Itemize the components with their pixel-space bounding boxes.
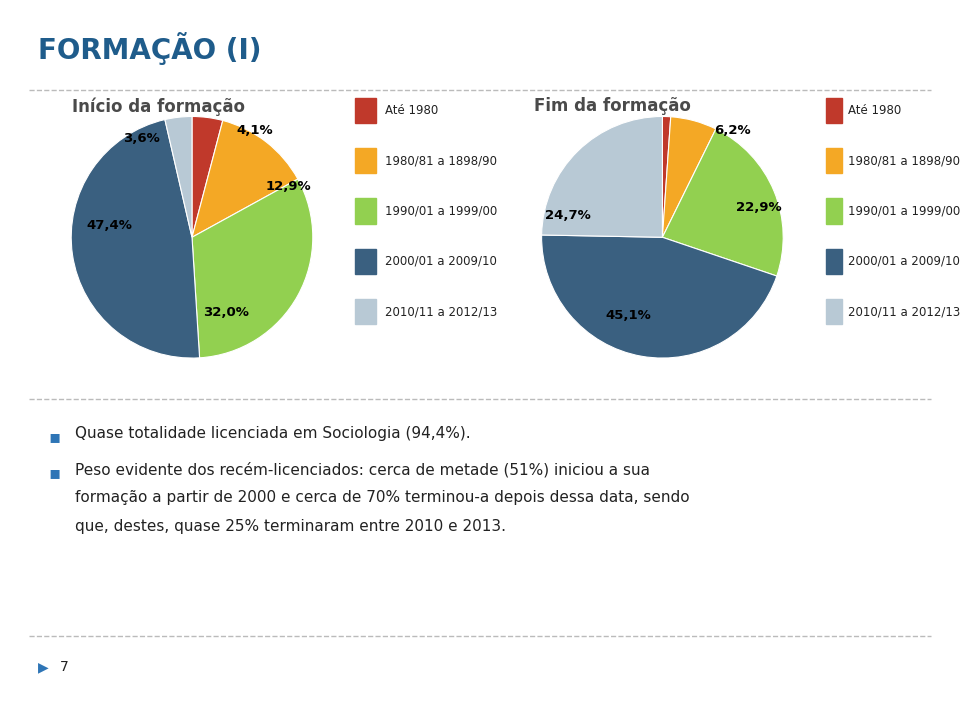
Text: ▪: ▪ [48,464,60,482]
Text: 12,9%: 12,9% [266,180,311,193]
Wedge shape [662,116,716,237]
Text: 4,1%: 4,1% [236,124,274,137]
Text: ▪: ▪ [48,428,60,446]
Bar [355,148,376,173]
Wedge shape [541,235,777,358]
Bar [826,98,842,123]
Wedge shape [662,129,783,276]
Text: 47,4%: 47,4% [87,219,132,232]
Text: ▶: ▶ [38,660,49,674]
Text: Peso evidente dos recém-licenciados: cerca de metade (51%) iniciou a sua: Peso evidente dos recém-licenciados: cer… [75,462,650,477]
Text: 6,2%: 6,2% [714,124,751,137]
Text: 24,7%: 24,7% [545,209,591,222]
Wedge shape [662,116,671,237]
Bar [355,198,376,224]
Wedge shape [192,121,298,237]
Text: 2000/01 a 2009/10: 2000/01 a 2009/10 [385,255,496,268]
Text: Quase totalidade licenciada em Sociologia (94,4%).: Quase totalidade licenciada em Sociologi… [75,426,470,441]
Wedge shape [192,179,313,358]
Wedge shape [165,116,192,237]
Text: 2010/11 a 2012/13: 2010/11 a 2012/13 [849,305,960,319]
Text: Fim da formação: Fim da formação [534,97,691,115]
Text: 1980/81 a 1898/90: 1980/81 a 1898/90 [385,154,496,168]
Bar [826,198,842,224]
Text: 7: 7 [60,660,68,674]
Text: 2000/01 a 2009/10: 2000/01 a 2009/10 [849,255,960,268]
Text: 1980/81 a 1898/90: 1980/81 a 1898/90 [849,154,960,168]
Text: Até 1980: Até 1980 [385,104,438,117]
Text: FORMAÇÃO (I): FORMAÇÃO (I) [38,32,262,65]
Bar [355,98,376,123]
Text: Até 1980: Até 1980 [849,104,901,117]
Bar [826,299,842,324]
Text: 1990/01 a 1999/00: 1990/01 a 1999/00 [385,204,497,218]
Text: Início da formação: Início da formação [72,97,245,116]
Bar [355,249,376,274]
Text: 22,9%: 22,9% [736,201,781,214]
Text: formação a partir de 2000 e cerca de 70% terminou-a depois dessa data, sendo: formação a partir de 2000 e cerca de 70%… [75,490,689,505]
Bar [355,299,376,324]
Text: 32,0%: 32,0% [203,306,249,319]
Bar [826,148,842,173]
Wedge shape [192,116,223,237]
Text: 45,1%: 45,1% [606,309,652,322]
Wedge shape [71,119,200,358]
Wedge shape [541,116,662,237]
Text: 1990/01 a 1999/00: 1990/01 a 1999/00 [849,204,960,218]
Text: que, destes, quase 25% terminaram entre 2010 e 2013.: que, destes, quase 25% terminaram entre … [75,519,506,534]
Bar [826,249,842,274]
Text: 3,6%: 3,6% [123,132,159,145]
Text: 2010/11 a 2012/13: 2010/11 a 2012/13 [385,305,497,319]
